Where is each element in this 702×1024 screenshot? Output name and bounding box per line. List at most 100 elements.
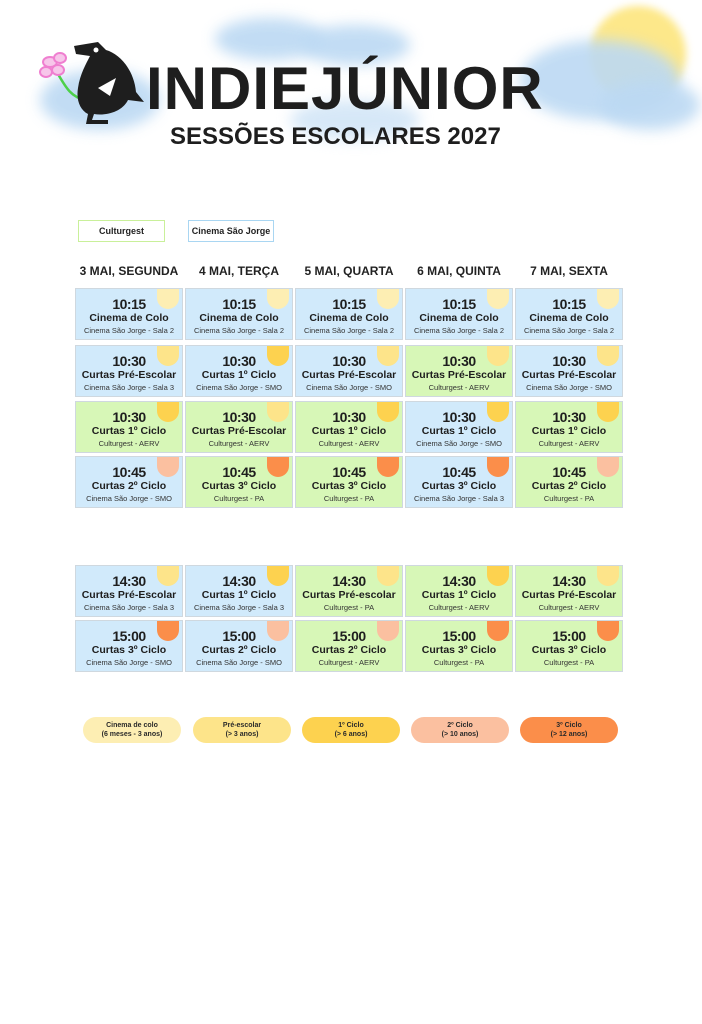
session-title: Curtas 3º Ciclo — [201, 480, 277, 492]
session-place: Culturgest - PA — [323, 494, 375, 503]
session-title: Curtas 1º Ciclo — [201, 369, 277, 381]
session-place: Cinema São Jorge - Sala 3 — [83, 383, 175, 392]
session-place: Culturgest - AERV — [98, 439, 160, 448]
session-title: Cinema de Colo — [419, 312, 499, 324]
session-place: Cinema São Jorge - SMO — [306, 383, 392, 392]
age-legend-ages: (> 3 anos) — [225, 731, 259, 738]
session-time: 10:15 — [222, 296, 256, 312]
session-cell: 10:15 Cinema de Colo Cinema São Jorge - Sa… — [75, 288, 183, 340]
age-level-marker — [157, 289, 179, 309]
session-cell: 10:15 Cinema de Colo Cinema São Jorge - Sa… — [295, 288, 403, 340]
session-cell: 14:30 Curtas 1º Ciclo Culturgest - AERV — [405, 565, 513, 617]
session-time: 10:30 — [222, 353, 256, 369]
session-title: Curtas Pré-Escolar — [411, 369, 507, 381]
session-title: Curtas Pré-Escolar — [521, 589, 617, 601]
session-time: 15:00 — [112, 628, 146, 644]
session-title: Curtas 3º Ciclo — [421, 480, 497, 492]
session-time: 10:30 — [222, 409, 256, 425]
age-legend-ages: (6 meses - 3 anos) — [101, 731, 163, 738]
day-header: 7 MAI, SEXTA — [530, 264, 608, 278]
session-time: 10:30 — [112, 409, 146, 425]
session-time: 15:00 — [552, 628, 586, 644]
session-place: Cinema São Jorge - Sala 3 — [413, 494, 505, 503]
session-cell: 15:00 Curtas 2º Ciclo Cinema São Jorge - S… — [185, 620, 293, 672]
age-level-marker — [597, 566, 619, 586]
session-title: Curtas 2º Ciclo — [91, 480, 167, 492]
day-header: 3 MAI, SEGUNDA — [79, 264, 179, 278]
session-cell: 10:45 Curtas 3º Ciclo Cinema São Jorge - S… — [405, 456, 513, 508]
session-title: Curtas 1º Ciclo — [421, 425, 497, 437]
session-title: Curtas 1º Ciclo — [91, 425, 167, 437]
age-level-marker — [157, 402, 179, 422]
session-title: Curtas Pré-Escolar — [191, 425, 287, 437]
age-level-marker — [487, 566, 509, 586]
age-legend-name: 1º Ciclo — [338, 722, 364, 729]
session-time: 10:30 — [552, 353, 586, 369]
session-place: Cinema São Jorge - Sala 3 — [193, 603, 285, 612]
session-time: 10:15 — [552, 296, 586, 312]
session-cell: 10:30 Curtas Pré-Escolar Cinema São Jorge … — [75, 345, 183, 397]
session-cell: 15:00 Curtas 3º Ciclo Culturgest - PA — [405, 620, 513, 672]
session-place: Cinema São Jorge - SMO — [526, 383, 612, 392]
age-legend-ages: (> 10 anos) — [441, 731, 479, 738]
session-title: Curtas 3º Ciclo — [311, 480, 387, 492]
session-time: 15:00 — [442, 628, 476, 644]
session-cell: 14:30 Curtas Pré-Escolar Cinema São Jorge … — [75, 565, 183, 617]
age-level-marker — [377, 566, 399, 586]
session-time: 10:30 — [332, 353, 366, 369]
age-legend-ages: (> 6 anos) — [334, 731, 368, 738]
session-title: Curtas 1º Ciclo — [311, 425, 387, 437]
session-title: Curtas 3º Ciclo — [421, 644, 497, 656]
session-cell: 10:45 Curtas 2º Ciclo Cinema São Jorge - S… — [75, 456, 183, 508]
age-legend-pill: 3º Ciclo (> 12 anos) — [520, 717, 618, 743]
session-title: Curtas 3º Ciclo — [531, 644, 607, 656]
age-legend-name: Cinema de colo — [106, 722, 158, 729]
age-level-marker — [597, 346, 619, 366]
age-level-marker — [487, 402, 509, 422]
session-cell: 14:30 Curtas 1º Ciclo Cinema São Jorge - S… — [185, 565, 293, 617]
age-level-marker — [377, 402, 399, 422]
age-level-marker — [267, 621, 289, 641]
age-level-marker — [157, 621, 179, 641]
age-legend-pill: 1º Ciclo (> 6 anos) — [302, 717, 400, 743]
session-time: 10:30 — [552, 409, 586, 425]
session-cell: 10:30 Curtas 1º Ciclo Cinema São Jorge - S… — [405, 401, 513, 453]
session-place: Cinema São Jorge - Sala 2 — [83, 326, 175, 335]
age-legend-pill: Pré-escolar (> 3 anos) — [193, 717, 291, 743]
brand-title: INDIEJÚNIOR — [146, 55, 544, 122]
session-time: 10:30 — [442, 353, 476, 369]
age-legend-name: 3º Ciclo — [556, 722, 582, 729]
session-place: Culturgest - AERV — [538, 603, 600, 612]
session-cell: 15:00 Curtas 3º Ciclo Cinema São Jorge - S… — [75, 620, 183, 672]
session-cell: 10:15 Cinema de Colo Cinema São Jorge - Sa… — [515, 288, 623, 340]
session-title: Curtas 3º Ciclo — [91, 644, 167, 656]
session-place: Cinema São Jorge - SMO — [86, 658, 172, 667]
age-level-marker — [487, 621, 509, 641]
session-time: 10:30 — [112, 353, 146, 369]
age-level-marker — [267, 457, 289, 477]
session-title: Curtas Pré-Escolar — [521, 369, 617, 381]
venue-key-sao-jorge: Cinema São Jorge — [188, 220, 274, 242]
session-title: Curtas 2º Ciclo — [201, 644, 277, 656]
session-cell: 10:30 Curtas 1º Ciclo Culturgest - AERV — [75, 401, 183, 453]
session-place: Culturgest - AERV — [318, 439, 380, 448]
session-time: 10:15 — [332, 296, 366, 312]
session-cell: 10:30 Curtas 1º Ciclo Culturgest - AERV — [295, 401, 403, 453]
session-place: Cinema São Jorge - SMO — [196, 383, 282, 392]
session-place: Culturgest - PA — [543, 494, 595, 503]
age-level-marker — [597, 289, 619, 309]
session-place: Culturgest - AERV — [318, 658, 380, 667]
session-cell: 10:30 Curtas Pré-Escolar Cinema São Jorge … — [515, 345, 623, 397]
session-time: 14:30 — [112, 573, 146, 589]
session-cell: 15:00 Curtas 2º Ciclo Culturgest - AERV — [295, 620, 403, 672]
session-cell: 10:30 Curtas 1º Ciclo Cinema São Jorge - S… — [185, 345, 293, 397]
session-place: Cinema São Jorge - Sala 2 — [413, 326, 505, 335]
session-title: Cinema de Colo — [529, 312, 609, 324]
age-level-marker — [267, 402, 289, 422]
session-time: 10:45 — [552, 464, 586, 480]
age-level-marker — [487, 289, 509, 309]
session-place: Cinema São Jorge - Sala 2 — [193, 326, 285, 335]
venue-key-culturgest: Culturgest — [78, 220, 165, 242]
session-time: 14:30 — [442, 573, 476, 589]
age-level-marker — [377, 621, 399, 641]
